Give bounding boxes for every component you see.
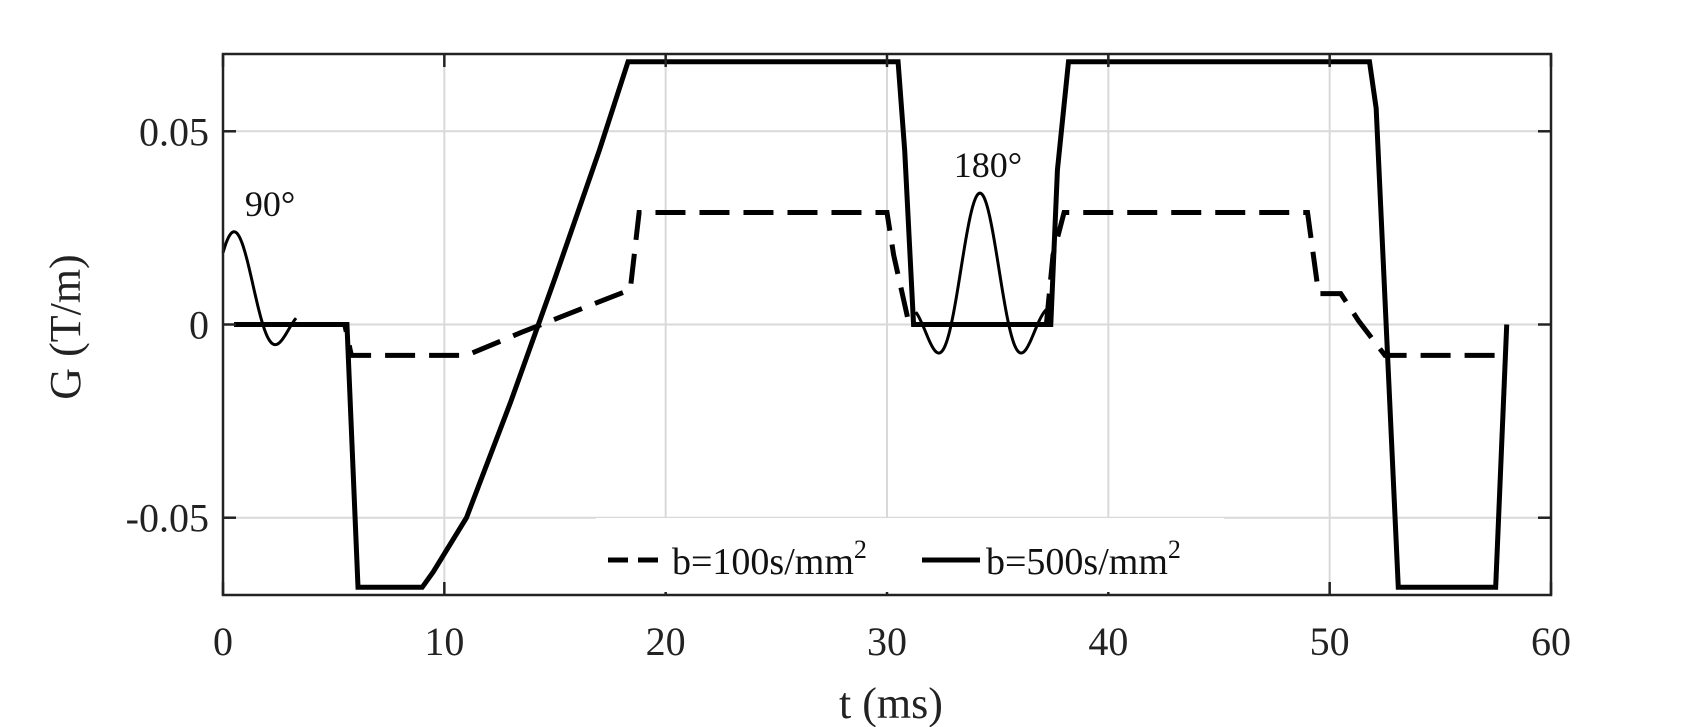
legend-label-0: b=100s/mm2 [672, 535, 867, 583]
legend-box [596, 518, 1224, 592]
y-axis-label: G (T/m) [41, 254, 90, 399]
series-line-0 [234, 209, 1507, 358]
rf-annotation-1: 180° [954, 145, 1022, 185]
x-tick-label-5: 50 [1310, 619, 1350, 664]
y-tick-label-0: -0.05 [126, 496, 209, 541]
x-tick-label-6: 60 [1531, 619, 1571, 664]
x-axis-label: t (ms) [839, 679, 943, 727]
x-tick-label-1: 10 [424, 619, 464, 664]
series-line-1 [234, 59, 1510, 590]
grid-layer [223, 54, 1551, 595]
x-tick-label-4: 40 [1088, 619, 1128, 664]
legend: b=100s/mm2 b=500s/mm2 [596, 518, 1224, 592]
x-tick-label-3: 30 [867, 619, 907, 664]
rf-annotation-0: 90° [245, 184, 295, 224]
rf-pulse-1 [914, 191, 1048, 355]
series-1 [234, 59, 1510, 590]
x-tick-label-2: 20 [646, 619, 686, 664]
series-layer [234, 59, 1510, 590]
rf-pulse-layer [221, 191, 1048, 355]
x-tick-label-0: 0 [213, 619, 233, 664]
rf-pulse-0 [221, 230, 298, 347]
y-tick-label-2: 0.05 [139, 109, 209, 154]
tick-label-layer: 0 10 20 30 40 50 60 -0.05 0 0.05 [126, 109, 1571, 664]
legend-label-1: b=500s/mm2 [986, 535, 1181, 583]
series-0 [234, 209, 1507, 358]
y-tick-label-1: 0 [189, 303, 209, 348]
annotation-layer: 90° 180° [245, 145, 1022, 224]
